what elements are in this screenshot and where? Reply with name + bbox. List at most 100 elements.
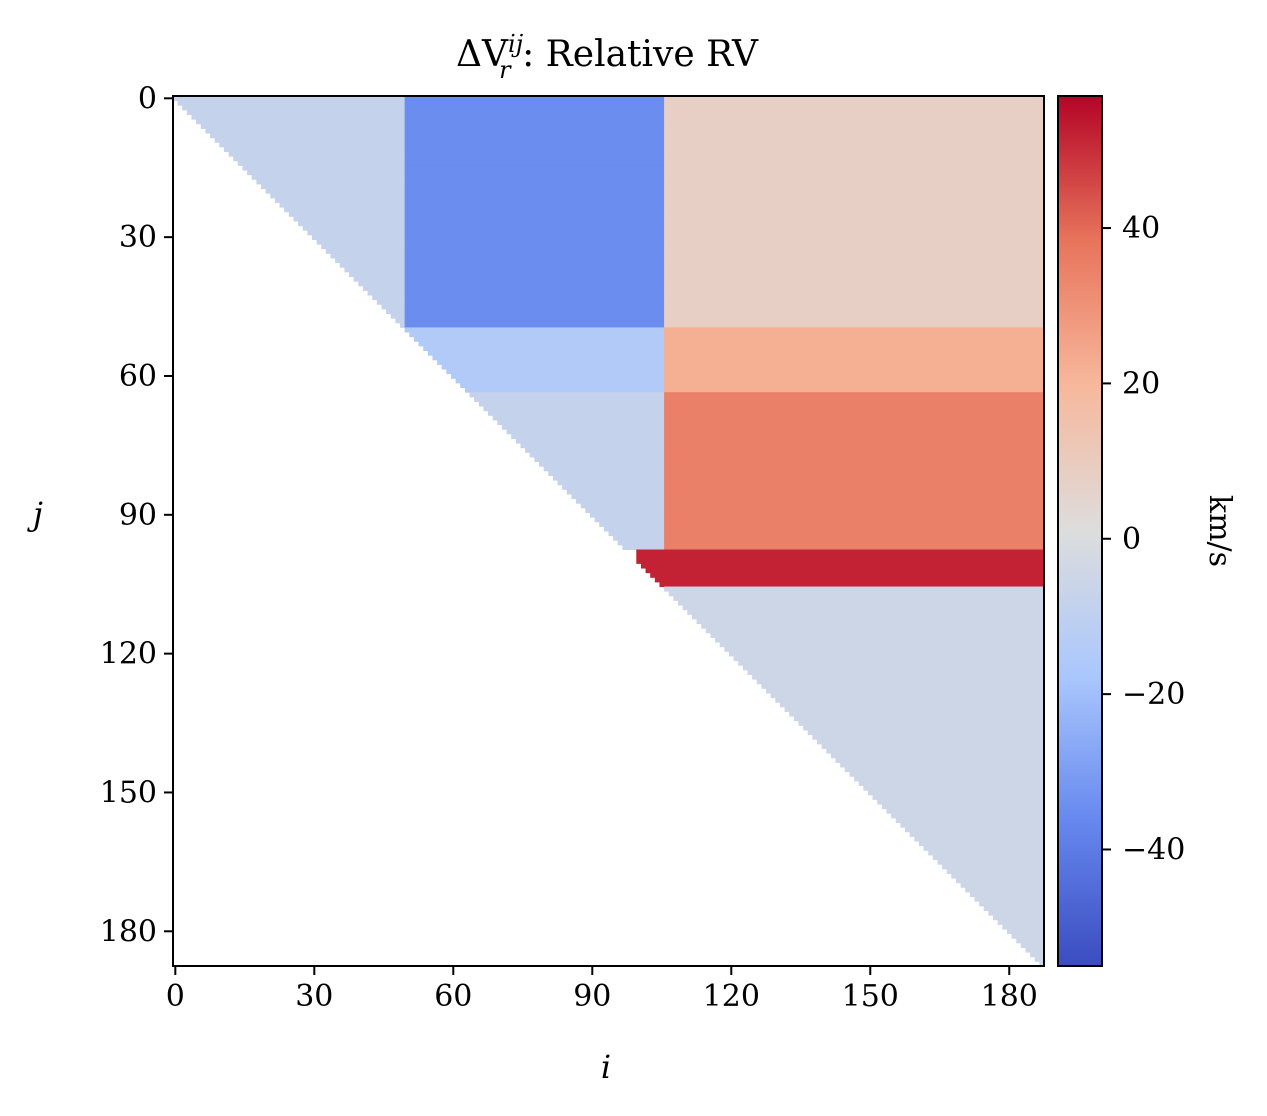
heatmap-cell-row (404, 276, 665, 282)
heatmap-cell-row (1039, 961, 1045, 967)
heatmap-cell-row (664, 105, 1045, 111)
plot-frame (172, 95, 1045, 967)
heatmap-cell-row (404, 220, 665, 227)
heatmap-cell-row (654, 577, 1045, 583)
heatmap-cell-row (826, 748, 1045, 754)
heatmap-cell-row (404, 188, 665, 194)
heatmap-cell-row (404, 225, 665, 231)
heatmap-cell-row (205, 128, 406, 134)
heatmap-cell-row (942, 864, 1045, 870)
heatmap-cell-row (265, 188, 406, 194)
heatmap-cell-row (223, 146, 406, 153)
heatmap-cell-row (664, 244, 1045, 250)
heatmap-cell-row (932, 854, 1045, 861)
heatmap-cell-row (664, 96, 1045, 102)
heatmap-cell-row (664, 359, 1045, 365)
heatmap-cell-row (664, 341, 1045, 347)
heatmap-cell-row (659, 581, 1045, 588)
heatmap-cell-row (664, 248, 1045, 254)
x-tick-label: 180 (981, 979, 1038, 1014)
heatmap-cell-row (404, 290, 665, 296)
heatmap-cell-row (358, 281, 406, 287)
heatmap-cell-row (520, 443, 665, 449)
heatmap-cell-row (664, 294, 1045, 301)
heatmap-cell-row (1020, 942, 1045, 948)
heatmap-cell-row (664, 396, 1045, 402)
colorbar-tick-label: 20 (1122, 366, 1160, 401)
heatmap-cell-row (664, 220, 1045, 227)
heatmap-cell-row (900, 822, 1045, 828)
heatmap-cell-row (891, 813, 1045, 819)
heatmap-cell-row (812, 734, 1045, 740)
y-tick-label: 0 (138, 81, 157, 116)
heatmap-cell-row (664, 526, 1045, 532)
heatmap-cell-row (664, 151, 1045, 157)
heatmap-cell-row (404, 308, 665, 314)
heatmap-cell-row (664, 378, 1045, 384)
heatmap-cell-row (404, 193, 665, 199)
heatmap-cell-row (251, 174, 406, 180)
heatmap-cell-row (404, 160, 665, 166)
heatmap-cell-row (219, 142, 406, 148)
heatmap-cell-row (307, 230, 406, 236)
heatmap-cell-row (404, 327, 665, 333)
heatmap-cell-row (664, 392, 1045, 398)
heatmap-cell-row (501, 424, 665, 430)
heatmap-cell-row (807, 729, 1045, 736)
heatmap-cell-row (214, 137, 406, 143)
heatmap-cell-row (881, 804, 1045, 810)
heatmap-cell-row (664, 165, 1045, 171)
heatmap-cell-row (742, 665, 1045, 671)
heatmap-cell-row (682, 605, 1045, 611)
heatmap-cell-row (793, 716, 1045, 722)
heatmap-cell-row (696, 618, 1045, 625)
heatmap-cell-row (937, 859, 1045, 865)
heatmap-cell-row (664, 461, 1045, 467)
heatmap-cell-row (664, 382, 1045, 389)
heatmap-cell-row (664, 281, 1045, 287)
heatmap-cell-row (423, 345, 665, 352)
heatmap-cell-row (877, 799, 1045, 805)
heatmap-cell-row (237, 160, 406, 166)
heatmap-cell-row (511, 433, 665, 439)
heatmap-cell-row (1034, 956, 1045, 962)
heatmap-cell-row (664, 401, 1045, 407)
heatmap-cell-row (664, 239, 1045, 245)
heatmap-cell-row (404, 179, 665, 185)
heatmap-cell-row (979, 901, 1045, 907)
heatmap-cell-row (446, 369, 665, 375)
heatmap-cell-row (353, 276, 406, 282)
heatmap-cell-row (664, 503, 1045, 509)
heatmap-cell-row (664, 387, 1045, 393)
heatmap-cell-row (664, 207, 1045, 213)
heatmap-cell-row (650, 572, 1045, 578)
heatmap-cell-row (404, 304, 665, 310)
heatmap-cell-row (362, 285, 406, 291)
heatmap-cell-row (664, 133, 1045, 139)
heatmap-cell-row (497, 419, 665, 426)
heatmap-cell-row (664, 493, 1045, 500)
heatmap-cell-row (404, 114, 665, 120)
heatmap-cell-row (228, 151, 406, 157)
heatmap-cell-row (664, 369, 1045, 375)
heatmap-cell-row (664, 480, 1045, 486)
heatmap-cell-row (844, 767, 1045, 773)
heatmap-cell-row (279, 202, 406, 208)
heatmap-cell-row (664, 332, 1045, 338)
heatmap-cell-row (738, 660, 1045, 666)
heatmap-cell-row (664, 456, 1045, 463)
heatmap-cell-row (404, 318, 665, 324)
heatmap-cell-row (270, 193, 406, 199)
title-rest: : Relative RV (511, 34, 759, 75)
heatmap-cell-row (311, 234, 406, 240)
heatmap-cell-row (284, 207, 406, 213)
heatmap-cell-row (830, 753, 1045, 759)
heatmap-cell-row (983, 905, 1045, 911)
heatmap-cell-row (539, 461, 665, 467)
heatmap-cell-row (719, 642, 1045, 648)
heatmap-cell-row (450, 373, 665, 379)
heatmap-cell-row (664, 109, 1045, 116)
heatmap-cell-row (974, 896, 1045, 902)
heatmap-cell-row (664, 470, 1045, 476)
